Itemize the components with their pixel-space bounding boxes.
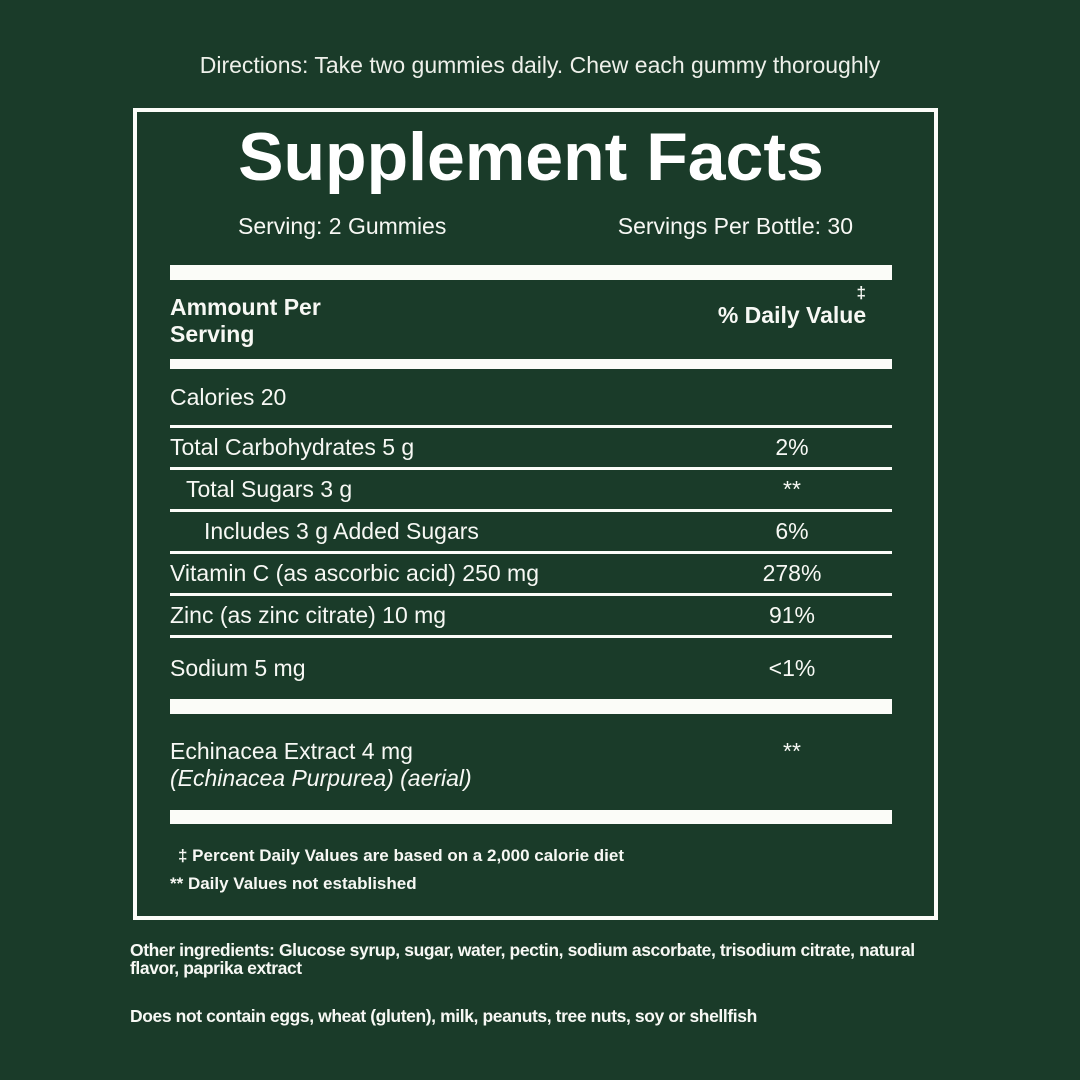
supplement-facts-panel: Supplement Facts Serving: 2 Gummies Serv… (133, 108, 938, 920)
amount-header-line1: Ammount Per (170, 294, 321, 320)
nutrient-row-added-sugars: Includes 3 g Added Sugars 6% (170, 512, 892, 554)
nutrient-row-total-sugars: Total Sugars 3 g ** (170, 470, 892, 512)
amount-per-serving-header: Ammount Per Serving (170, 284, 321, 354)
daily-value-label: % Daily Value (717, 302, 867, 328)
panel-header-row: Ammount Per Serving ‡ % Daily Value (170, 284, 892, 354)
nutrient-value: 278% (762, 560, 822, 586)
nutrient-row-carbohydrates: Total Carbohydrates 5 g 2% (170, 428, 892, 470)
echinacea-botanical-name: (Echinacea Purpurea) (aerial) (170, 765, 472, 791)
servings-per-bottle-label: Servings Per Bottle: 30 (617, 213, 853, 239)
separator-bar-top (170, 265, 892, 280)
nutrient-label: Sodium 5 mg (170, 655, 306, 681)
serving-row: Serving: 2 Gummies Servings Per Bottle: … (170, 213, 892, 240)
panel-title: Supplement Facts (238, 119, 824, 195)
nutrient-value: 6% (775, 518, 809, 544)
nutrient-row-sodium: Sodium 5 mg <1% (170, 638, 892, 699)
separator-bar-header (170, 359, 892, 369)
nutrient-label: Vitamin C (as ascorbic acid) 250 mg (170, 560, 539, 586)
nutrient-row-vitamin-c: Vitamin C (as ascorbic acid) 250 mg 278% (170, 554, 892, 596)
nutrient-row-zinc: Zinc (as zinc citrate) 10 mg 91% (170, 596, 892, 638)
echinacea-row: Echinacea Extract 4 mg (Echinacea Purpur… (170, 738, 892, 792)
footnote-not-established: ** Daily Values not established (170, 874, 417, 893)
separator-bar-middle (170, 699, 892, 714)
nutrient-value: 2% (775, 434, 809, 460)
directions-text: Directions: Take two gummies daily. Chew… (199, 52, 881, 78)
other-ingredients-text: Other ingredients: Glucose syrup, sugar,… (130, 940, 915, 978)
nutrient-label: Includes 3 g Added Sugars (204, 518, 479, 544)
nutrient-value: ** (783, 476, 801, 502)
amount-header-line2: Serving (170, 321, 255, 347)
echinacea-labels: Echinacea Extract 4 mg (Echinacea Purpur… (170, 738, 472, 792)
nutrient-label: Total Sugars 3 g (186, 476, 353, 502)
nutrient-label: Calories 20 (170, 383, 287, 410)
allergen-statement: Does not contain eggs, wheat (gluten), m… (130, 1006, 757, 1026)
serving-size-label: Serving: 2 Gummies (238, 213, 447, 239)
separator-bar-bottom (170, 810, 892, 824)
nutrient-value: <1% (768, 655, 816, 681)
nutrient-row-calories: Calories 20 (170, 369, 892, 428)
nutrient-label: Zinc (as zinc citrate) 10 mg (170, 602, 447, 628)
echinacea-label: Echinacea Extract 4 mg (170, 738, 413, 764)
nutrient-label: Total Carbohydrates 5 g (170, 434, 415, 460)
nutrient-value: 91% (768, 602, 816, 628)
footnote-daily-values: ‡ Percent Daily Values are based on a 2,… (178, 846, 625, 865)
daily-value-header: ‡ % Daily Value (692, 284, 892, 354)
echinacea-value: ** (783, 738, 801, 764)
dagger-symbol: ‡ (856, 283, 866, 302)
